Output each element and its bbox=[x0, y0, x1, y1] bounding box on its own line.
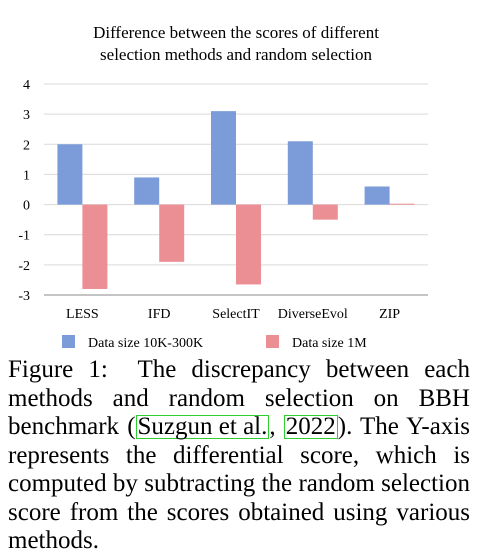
bar-selectit-series-2 bbox=[236, 204, 261, 285]
legend-label: Data size 1M bbox=[292, 336, 367, 351]
y-tick-label: 0 bbox=[23, 199, 30, 214]
citation-year-link[interactable]: 2022 bbox=[283, 413, 338, 440]
y-tick-label: 4 bbox=[23, 78, 30, 93]
bar-less-series-2 bbox=[82, 204, 108, 289]
bars bbox=[57, 111, 415, 289]
figure-caption: Figure 1: The discrepancy between each m… bbox=[8, 356, 470, 556]
legend-label: Data size 10K-300K bbox=[88, 336, 203, 351]
bar-diverseevol-series-1 bbox=[287, 141, 313, 205]
caption-label: Figure 1: bbox=[8, 356, 108, 383]
bar-diverseevol-series-2 bbox=[312, 204, 338, 220]
chart-title-line: selection methods and random selection bbox=[100, 45, 372, 64]
x-axis-ticks: LESS IFD SelectIT DiverseEvol ZIP bbox=[66, 307, 400, 322]
bar-less-series-1 bbox=[57, 144, 83, 205]
citation-separator: , bbox=[269, 413, 284, 440]
x-tick-label: IFD bbox=[148, 307, 171, 322]
citation-author-link[interactable]: Suzgun et al. bbox=[135, 413, 270, 440]
y-tick-label: 2 bbox=[23, 138, 30, 153]
bar-ifd-series-1 bbox=[134, 177, 160, 205]
legend-swatch bbox=[266, 335, 279, 348]
legend: Data size 10K-300K Data size 1M bbox=[62, 335, 367, 351]
chart-title-line: Difference between the scores of differe… bbox=[93, 23, 379, 42]
bar-zip-series-1 bbox=[364, 186, 390, 205]
y-tick-label: 3 bbox=[23, 108, 30, 123]
x-tick-label: LESS bbox=[66, 307, 99, 322]
caption-text-2: ). The Y-axis represents the differentia… bbox=[8, 413, 470, 554]
y-tick-label: -1 bbox=[18, 229, 30, 244]
x-tick-label: ZIP bbox=[379, 307, 400, 322]
bar-zip-series-2 bbox=[389, 203, 415, 205]
y-tick-label: 1 bbox=[23, 168, 30, 183]
x-tick-label: DiverseEvol bbox=[278, 307, 348, 322]
chart-title: Difference between the scores of differe… bbox=[93, 23, 379, 64]
legend-swatch bbox=[62, 335, 75, 348]
y-axis-ticks: 4 3 2 1 0 -1 -2 -3 bbox=[18, 78, 30, 304]
caption-text-1: The discrepancy between each methods and… bbox=[8, 356, 470, 440]
y-tick-label: -3 bbox=[18, 289, 30, 304]
bar-chart: Difference between the scores of differe… bbox=[18, 23, 428, 351]
x-tick-label: SelectIT bbox=[212, 307, 260, 322]
bar-selectit-series-1 bbox=[211, 111, 236, 205]
y-tick-label: -2 bbox=[18, 259, 30, 274]
bar-ifd-series-2 bbox=[159, 204, 185, 262]
